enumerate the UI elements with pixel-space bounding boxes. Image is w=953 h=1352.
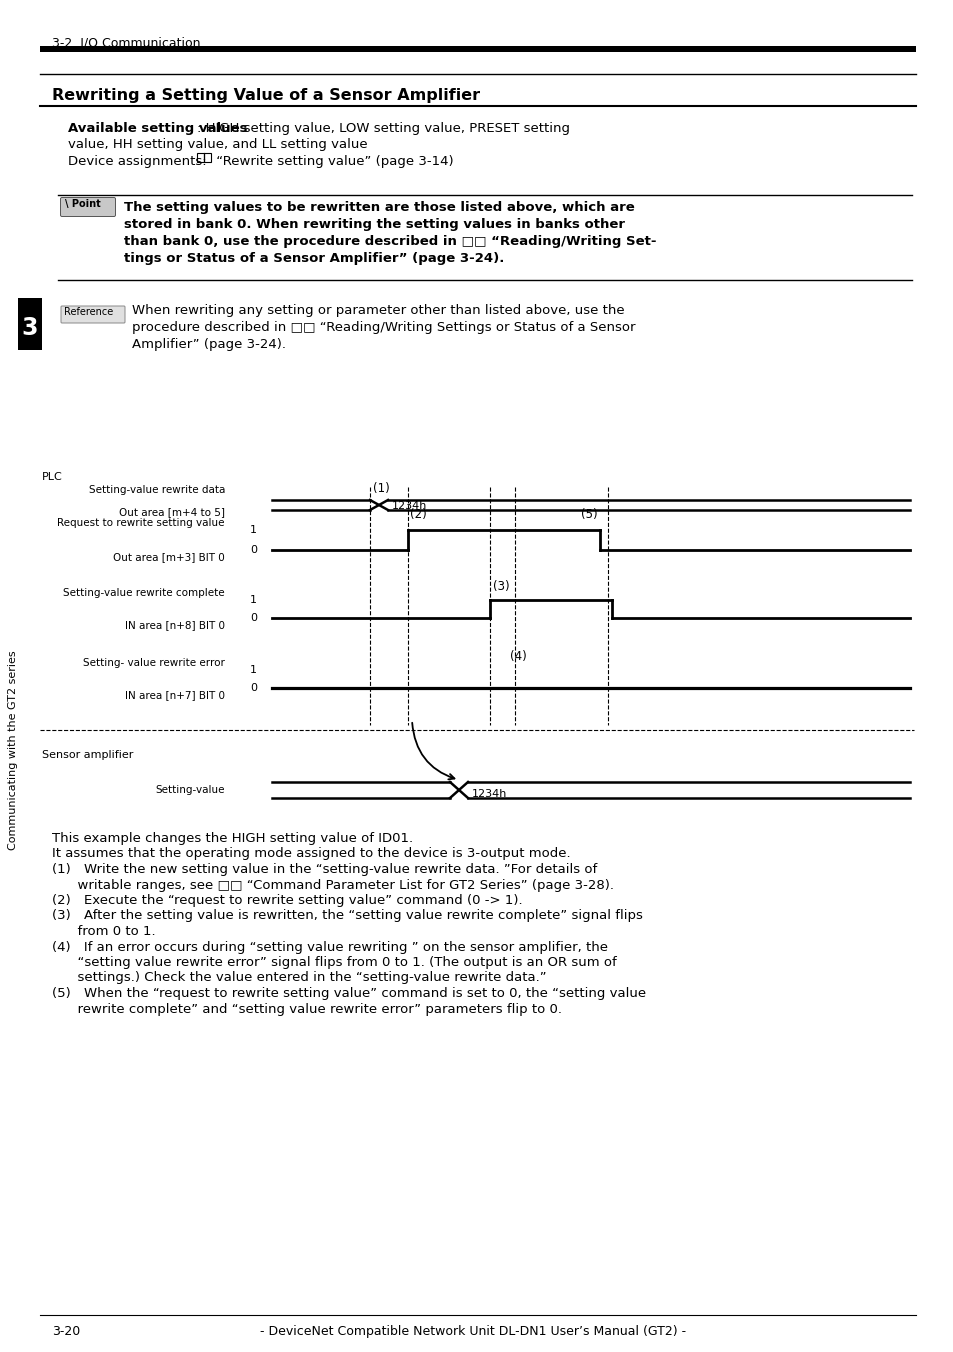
Text: Request to rewrite setting value: Request to rewrite setting value bbox=[57, 518, 225, 529]
Bar bbox=[204, 153, 211, 162]
Text: The setting values to be rewritten are those listed above, which are: The setting values to be rewritten are t… bbox=[124, 201, 634, 214]
Text: rewrite complete” and “setting value rewrite error” parameters flip to 0.: rewrite complete” and “setting value rew… bbox=[52, 1002, 561, 1015]
Text: IN area [n+7] BIT 0: IN area [n+7] BIT 0 bbox=[125, 690, 225, 700]
Text: procedure described in □□ “Reading/Writing Settings or Status of a Sensor: procedure described in □□ “Reading/Writi… bbox=[132, 320, 635, 334]
Text: (2) Execute the “request to rewrite setting value” command (0 -> 1).: (2) Execute the “request to rewrite sett… bbox=[52, 894, 522, 907]
Text: (4): (4) bbox=[510, 650, 526, 662]
Text: Rewriting a Setting Value of a Sensor Amplifier: Rewriting a Setting Value of a Sensor Am… bbox=[52, 88, 479, 103]
Text: - DeviceNet Compatible Network Unit DL-DN1 User’s Manual (GT2) -: - DeviceNet Compatible Network Unit DL-D… bbox=[260, 1325, 685, 1338]
Text: Reference: Reference bbox=[64, 307, 113, 316]
Text: 0: 0 bbox=[250, 612, 256, 623]
Text: settings.) Check the value entered in the “setting-value rewrite data.”: settings.) Check the value entered in th… bbox=[52, 972, 546, 984]
Text: (3): (3) bbox=[493, 580, 509, 594]
Text: tings or Status of a Sensor Amplifier” (page 3-24).: tings or Status of a Sensor Amplifier” (… bbox=[124, 251, 504, 265]
Text: IN area [n+8] BIT 0: IN area [n+8] BIT 0 bbox=[125, 621, 225, 630]
Text: \ Point: \ Point bbox=[65, 199, 101, 210]
Text: Available setting values: Available setting values bbox=[68, 122, 247, 135]
Text: 0: 0 bbox=[250, 683, 256, 694]
Text: Out area [m+4 to 5]: Out area [m+4 to 5] bbox=[119, 507, 225, 516]
Text: : HIGH setting value, LOW setting value, PRESET setting: : HIGH setting value, LOW setting value,… bbox=[196, 122, 569, 135]
Text: Setting-value rewrite data: Setting-value rewrite data bbox=[89, 485, 225, 495]
FancyBboxPatch shape bbox=[61, 306, 125, 323]
Bar bbox=[18, 297, 42, 350]
Text: (1): (1) bbox=[373, 483, 390, 495]
Text: from 0 to 1.: from 0 to 1. bbox=[52, 925, 155, 938]
Text: Setting-value rewrite complete: Setting-value rewrite complete bbox=[63, 588, 225, 598]
Text: It assumes that the operating mode assigned to the device is 3-output mode.: It assumes that the operating mode assig… bbox=[52, 848, 570, 860]
Text: 1: 1 bbox=[250, 665, 256, 675]
Text: Communicating with the GT2 series: Communicating with the GT2 series bbox=[8, 650, 18, 850]
Text: 0: 0 bbox=[250, 545, 256, 556]
Text: writable ranges, see □□ “Command Parameter List for GT2 Series” (page 3-28).: writable ranges, see □□ “Command Paramet… bbox=[52, 879, 614, 891]
Text: Amplifier” (page 3-24).: Amplifier” (page 3-24). bbox=[132, 338, 286, 352]
Text: (3) After the setting value is rewritten, the “setting value rewrite complete” s: (3) After the setting value is rewritten… bbox=[52, 910, 642, 922]
Text: 3-20: 3-20 bbox=[52, 1325, 80, 1338]
Text: “Rewrite setting value” (page 3-14): “Rewrite setting value” (page 3-14) bbox=[212, 155, 453, 168]
Text: Setting- value rewrite error: Setting- value rewrite error bbox=[83, 658, 225, 668]
Text: (2): (2) bbox=[410, 508, 426, 521]
Text: (4) If an error occurs during “setting value rewriting ” on the sensor amplifier: (4) If an error occurs during “setting v… bbox=[52, 941, 607, 953]
Text: 1234h: 1234h bbox=[472, 790, 507, 799]
Text: 1: 1 bbox=[250, 595, 256, 604]
Bar bbox=[40, 46, 915, 51]
Text: value, HH setting value, and LL setting value: value, HH setting value, and LL setting … bbox=[68, 138, 367, 151]
Text: (1) Write the new setting value in the “setting-value rewrite data. ”For details: (1) Write the new setting value in the “… bbox=[52, 863, 597, 876]
Bar bbox=[196, 153, 204, 162]
Text: “setting value rewrite error” signal flips from 0 to 1. (The output is an OR sum: “setting value rewrite error” signal fli… bbox=[52, 956, 616, 969]
Text: 3: 3 bbox=[21, 316, 37, 339]
Text: stored in bank 0. When rewriting the setting values in banks other: stored in bank 0. When rewriting the set… bbox=[124, 218, 624, 231]
Text: Sensor amplifier: Sensor amplifier bbox=[42, 750, 133, 760]
Text: than bank 0, use the procedure described in □□ “Reading/Writing Set-: than bank 0, use the procedure described… bbox=[124, 235, 656, 247]
Text: PLC: PLC bbox=[42, 472, 63, 483]
Text: 1: 1 bbox=[250, 525, 256, 535]
Text: 1234h: 1234h bbox=[392, 502, 427, 511]
Text: When rewriting any setting or parameter other than listed above, use the: When rewriting any setting or parameter … bbox=[132, 304, 624, 316]
Text: (5): (5) bbox=[580, 508, 598, 521]
Text: Out area [m+3] BIT 0: Out area [m+3] BIT 0 bbox=[113, 552, 225, 562]
Text: (5) When the “request to rewrite setting value” command is set to 0, the “settin: (5) When the “request to rewrite setting… bbox=[52, 987, 645, 1000]
Text: This example changes the HIGH setting value of ID01.: This example changes the HIGH setting va… bbox=[52, 831, 413, 845]
Text: Setting-value: Setting-value bbox=[155, 786, 225, 795]
Text: 3-2  I/O Communication: 3-2 I/O Communication bbox=[52, 37, 200, 49]
FancyBboxPatch shape bbox=[60, 197, 115, 216]
Text: Device assignments:: Device assignments: bbox=[68, 155, 207, 168]
